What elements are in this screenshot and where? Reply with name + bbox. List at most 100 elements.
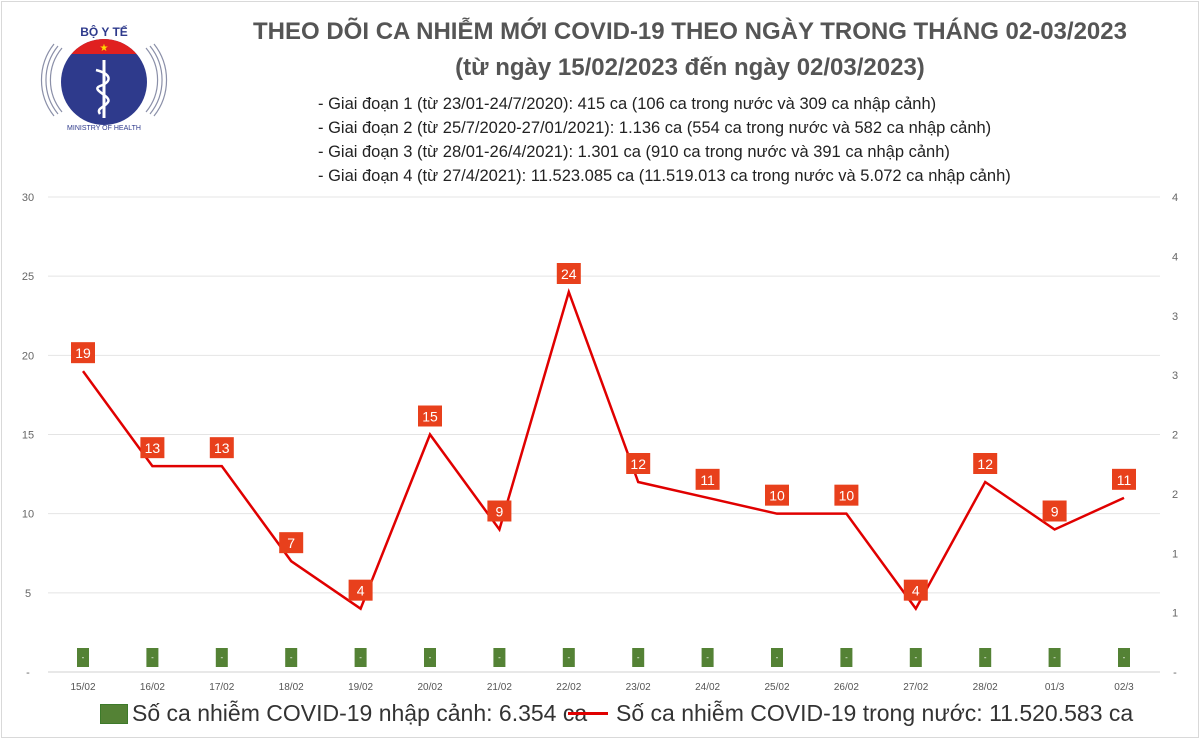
svg-text:★: ★ [100, 43, 109, 54]
left-tick-label: 10 [22, 509, 34, 521]
left-tick-label: 30 [22, 192, 34, 204]
data-label-box [279, 532, 304, 554]
x-tick-label: 22/02 [556, 682, 581, 693]
legend-imported: Số ca nhiễm COVID-19 nhập cảnh: 6.354 ca [100, 700, 587, 727]
data-label-box [556, 263, 581, 284]
domestic-line [81, 287, 1125, 611]
x-tick-label: 19/02 [348, 682, 373, 693]
legend-swatch-line [568, 712, 608, 715]
data-label: 4 [912, 583, 920, 599]
legend-swatch-bar [100, 703, 128, 724]
right-tick-label: 4 [1172, 192, 1178, 204]
data-label-box [140, 437, 165, 459]
data-label-box [626, 453, 651, 474]
import-bar-label: - [984, 653, 987, 662]
x-tick-label: 26/02 [834, 682, 859, 693]
import-bar-label: - [290, 653, 293, 662]
data-label: 4 [357, 583, 365, 599]
left-tick-label: 5 [25, 588, 31, 600]
x-tick-label: 21/02 [487, 682, 512, 693]
x-tick-label: 16/02 [140, 682, 165, 693]
data-label: 24 [561, 266, 577, 282]
import-bar [840, 648, 853, 667]
data-label: 12 [630, 456, 646, 472]
x-tick-label: 23/02 [626, 682, 651, 693]
import-bar-label: - [914, 653, 917, 662]
right-tick-label: 4 [1172, 251, 1178, 263]
data-label: 11 [700, 472, 715, 488]
left-tick-label: 20 [22, 350, 34, 362]
chart-title: THEO DÕI CA NHIỄM MỚI COVID-19 THEO NGÀY… [253, 18, 1127, 45]
data-label-box [348, 579, 373, 601]
import-bar-label: - [845, 653, 848, 662]
legend-imported-label: Số ca nhiễm COVID-19 nhập cảnh: 6.354 ca [132, 700, 588, 726]
data-label-box [695, 468, 720, 490]
data-label-box [71, 342, 95, 364]
import-bar-label: - [151, 653, 154, 662]
data-label-box [834, 484, 859, 506]
data-label-box [903, 579, 928, 601]
x-tick-label: 20/02 [417, 682, 442, 693]
left-tick-label: 25 [22, 271, 34, 283]
data-label: 19 [75, 345, 91, 361]
import-bar [701, 648, 714, 667]
import-bar [493, 648, 506, 667]
data-label: 13 [214, 440, 230, 456]
import-bar [1048, 648, 1061, 667]
right-tick-label: 3 [1172, 370, 1178, 382]
chart-subtitle: (từ ngày 15/02/2023 đến ngày 02/03/2023) [455, 54, 925, 81]
import-bar-label: - [359, 653, 362, 662]
data-label: 9 [1051, 504, 1059, 520]
import-bar [77, 648, 89, 667]
phase-1: - Giai đoạn 1 (từ 23/01-24/7/2020): 415 … [318, 95, 937, 113]
x-tick-label: 02/3 [1114, 682, 1134, 693]
x-tick-label: 24/02 [695, 682, 720, 693]
import-bar-label: - [82, 653, 85, 662]
import-bar [909, 648, 922, 667]
import-bar [146, 648, 159, 667]
right-tick-label: 2 [1172, 489, 1178, 501]
import-bar [632, 648, 645, 667]
data-label: 10 [769, 488, 785, 504]
left-tick-label: - [26, 667, 30, 679]
data-label: 11 [1117, 472, 1132, 488]
data-label-box [209, 437, 234, 459]
import-bar-label: - [567, 653, 570, 662]
data-label: 7 [287, 535, 295, 551]
data-label: 12 [977, 456, 993, 472]
data-label: 9 [496, 504, 504, 520]
right-tick-label: 3 [1172, 311, 1178, 323]
import-bar [979, 648, 992, 667]
import-bar-label: - [1123, 653, 1126, 662]
phase-2: - Giai đoạn 2 (từ 25/7/2020-27/01/2021):… [318, 119, 992, 137]
import-bar-label: - [706, 653, 709, 662]
ministry-logo: ★ BỘ Y TẾ MINISTRY OF HEALTH [40, 24, 168, 132]
x-tick-label: 27/02 [903, 682, 928, 693]
import-bar [424, 648, 436, 667]
x-tick-label: 01/3 [1045, 682, 1065, 693]
data-label-box [1112, 468, 1136, 490]
import-bar [562, 648, 575, 667]
import-bar [771, 648, 783, 667]
x-tick-label: 28/02 [973, 682, 998, 693]
import-bar-label: - [220, 653, 223, 662]
data-label: 13 [145, 440, 161, 456]
import-bar [215, 648, 228, 667]
phase-summary: - Giai đoạn 1 (từ 23/01-24/7/2020): 415 … [318, 92, 1011, 188]
legend-domestic: Số ca nhiễm COVID-19 trong nước: 11.520.… [568, 700, 1133, 727]
phase-4: - Giai đoạn 4 (từ 27/4/2021): 11.523.085… [318, 167, 1011, 185]
legend-domestic-label: Số ca nhiễm COVID-19 trong nước: 11.520.… [616, 700, 1134, 726]
phase-3: - Giai đoạn 3 (từ 28/01-26/4/2021): 1.30… [318, 143, 950, 161]
data-label-box [1042, 500, 1067, 522]
x-tick-label: 17/02 [209, 682, 234, 693]
import-bar [354, 648, 367, 667]
import-bar-label: - [1053, 653, 1056, 662]
import-bar [285, 648, 298, 667]
logo-top-text: BỘ Y TẾ [80, 24, 128, 39]
right-tick-label: 2 [1172, 430, 1178, 442]
data-label: 10 [839, 488, 855, 504]
data-label-box [418, 405, 442, 427]
data-label-box [973, 453, 998, 474]
import-bar-label: - [776, 653, 779, 662]
